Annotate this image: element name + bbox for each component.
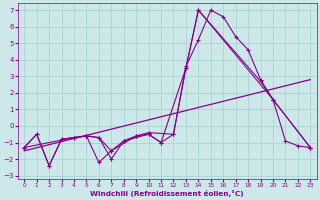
X-axis label: Windchill (Refroidissement éolien,°C): Windchill (Refroidissement éolien,°C) <box>91 190 244 197</box>
